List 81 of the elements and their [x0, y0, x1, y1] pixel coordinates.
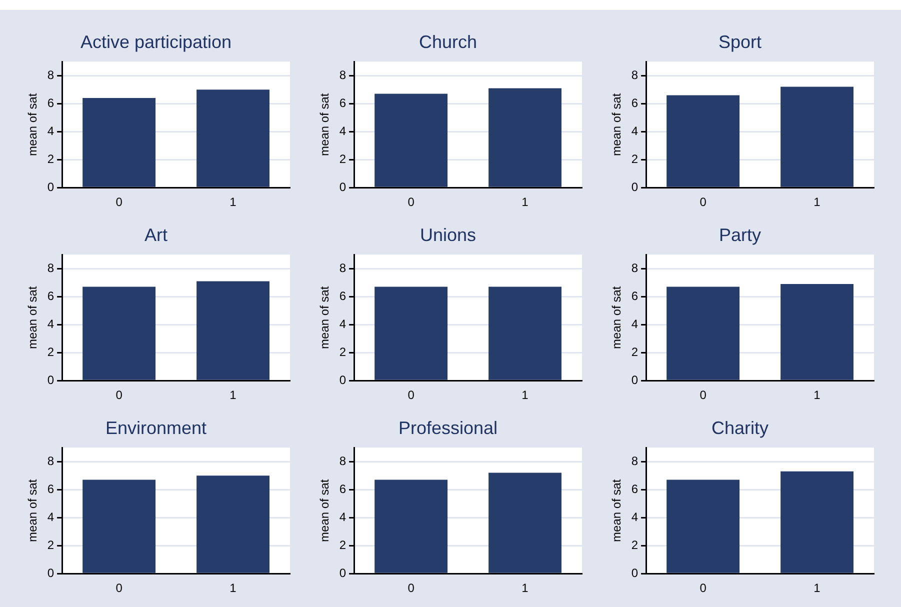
y-tick-label: 2 — [47, 152, 54, 166]
y-axis-title: mean of sat — [610, 92, 624, 156]
chart-title: Professional — [398, 418, 498, 438]
y-tick-label: 6 — [47, 96, 54, 110]
y-tick-label: 6 — [339, 288, 346, 303]
chart-title: Active participation — [80, 32, 232, 52]
y-tick-label: 0 — [339, 372, 346, 387]
y-tick-label: 0 — [631, 372, 638, 387]
x-tick-label: 1 — [230, 581, 237, 596]
y-tick-label: 4 — [631, 124, 638, 138]
y-tick-label: 0 — [47, 180, 54, 194]
chart-title: Party — [718, 224, 762, 245]
chart-title: Sport — [718, 32, 762, 52]
y-axis-title: mean of sat — [26, 92, 40, 156]
x-tick-label: 0 — [116, 581, 123, 596]
x-tick-label: 0 — [408, 388, 415, 402]
y-tick-label: 2 — [339, 344, 346, 359]
y-tick-label: 8 — [631, 260, 638, 275]
y-tick-label: 4 — [339, 124, 346, 138]
x-tick-label: 0 — [116, 388, 123, 402]
x-tick-label: 1 — [522, 388, 529, 402]
chart-title: Charity — [711, 418, 769, 438]
y-tick-label: 8 — [339, 260, 346, 275]
y-tick-label: 8 — [631, 68, 638, 82]
y-tick-label: 0 — [47, 372, 54, 387]
y-tick-label: 8 — [339, 454, 346, 468]
y-tick-label: 2 — [631, 538, 638, 552]
y-tick-label: 0 — [339, 180, 346, 194]
y-tick-label: 8 — [47, 68, 54, 82]
y-axis-title: mean of sat — [610, 478, 624, 542]
x-tick-label: 0 — [116, 195, 123, 210]
y-tick-label: 6 — [339, 96, 346, 110]
y-tick-label: 6 — [339, 482, 346, 496]
y-tick-label: 8 — [339, 68, 346, 82]
x-tick-label: 1 — [522, 581, 529, 596]
y-tick-label: 4 — [47, 124, 54, 138]
y-tick-label: 0 — [339, 566, 346, 580]
chart-title: Church — [418, 32, 478, 52]
y-tick-label: 2 — [339, 152, 346, 166]
y-tick-label: 0 — [631, 566, 638, 580]
y-axis-title: mean of sat — [610, 286, 624, 349]
x-tick-label: 1 — [814, 195, 821, 210]
y-tick-label: 0 — [631, 180, 638, 194]
chart-title: Unions — [420, 224, 476, 245]
y-tick-label: 6 — [631, 96, 638, 110]
x-tick-label: 1 — [814, 581, 821, 596]
y-tick-label: 2 — [631, 344, 638, 359]
chart-title: Environment — [105, 418, 207, 438]
y-axis-title: mean of sat — [318, 92, 332, 156]
y-tick-label: 8 — [631, 454, 638, 468]
x-tick-label: 0 — [700, 581, 707, 596]
x-tick-label: 1 — [230, 388, 237, 402]
y-tick-label: 0 — [47, 566, 54, 580]
x-tick-label: 0 — [700, 388, 707, 402]
x-tick-label: 0 — [408, 581, 415, 596]
y-tick-label: 4 — [47, 316, 54, 331]
y-axis-title: mean of sat — [26, 478, 40, 542]
y-tick-label: 6 — [631, 288, 638, 303]
y-tick-label: 2 — [339, 538, 346, 552]
x-tick-label: 0 — [700, 195, 707, 210]
y-axis-title: mean of sat — [318, 478, 332, 542]
y-tick-label: 8 — [47, 260, 54, 275]
y-tick-label: 2 — [47, 344, 54, 359]
y-axis-title: mean of sat — [318, 286, 332, 349]
y-tick-label: 4 — [631, 510, 638, 524]
y-tick-label: 2 — [47, 538, 54, 552]
y-tick-label: 8 — [47, 454, 54, 468]
x-tick-label: 1 — [814, 388, 821, 402]
y-tick-label: 4 — [47, 510, 54, 524]
x-tick-label: 0 — [408, 195, 415, 210]
x-tick-label: 1 — [230, 195, 237, 210]
chart-title: Art — [144, 224, 168, 245]
y-axis-title: mean of sat — [26, 286, 40, 349]
y-tick-label: 4 — [631, 316, 638, 331]
y-tick-label: 2 — [631, 152, 638, 166]
y-tick-label: 6 — [47, 288, 54, 303]
y-tick-label: 6 — [47, 482, 54, 496]
y-tick-label: 4 — [339, 316, 346, 331]
y-tick-label: 4 — [339, 510, 346, 524]
x-tick-label: 1 — [522, 195, 529, 210]
y-tick-label: 6 — [631, 482, 638, 496]
